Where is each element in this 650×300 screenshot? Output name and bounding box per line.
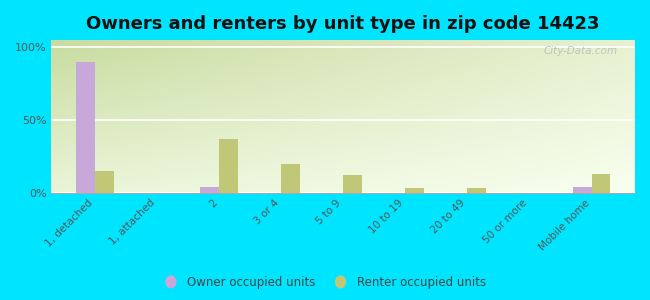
Bar — [573, 187, 592, 193]
Legend: Owner occupied units, Renter occupied units: Owner occupied units, Renter occupied un… — [159, 272, 491, 294]
Bar — [200, 187, 219, 193]
Bar — [592, 174, 610, 193]
Bar — [219, 139, 238, 193]
Title: Owners and renters by unit type in zip code 14423: Owners and renters by unit type in zip c… — [86, 15, 600, 33]
Bar — [467, 188, 486, 193]
Bar — [76, 62, 95, 193]
Text: City-Data.com: City-Data.com — [543, 46, 618, 56]
Bar — [281, 164, 300, 193]
Bar — [406, 188, 424, 193]
Bar — [95, 171, 114, 193]
Bar — [343, 175, 362, 193]
